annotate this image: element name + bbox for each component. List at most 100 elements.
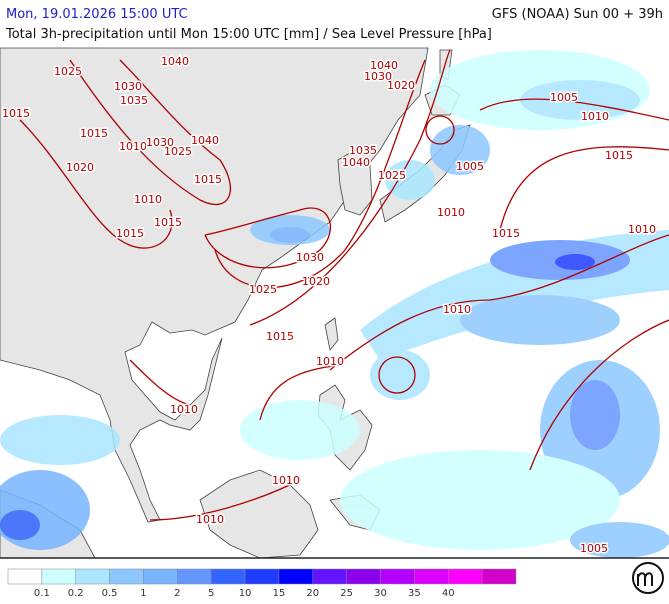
isobar-label: 1010 [170,403,198,416]
isobar-label: 1040 [370,59,398,72]
precip [430,125,490,175]
isobar-label: 1015 [492,227,520,240]
colorbar: 0.1 0.2 0.5 1 2 5 10 15 20 25 30 35 40 [7,568,517,599]
precip [0,415,120,465]
isobar-label: 1015 [605,149,633,162]
colorbar-label: 0.1 [34,588,50,599]
precip [570,380,620,450]
isobar-label: 1015 [80,127,108,140]
color-swatch [278,568,314,585]
color-swatch [143,568,178,585]
model: GFS (NOAA) Sun 00 + 39h [492,7,663,22]
precip [460,295,620,345]
color-swatch [109,568,144,585]
logo-mark [637,572,653,586]
isobar [499,146,669,231]
date: Mon, 19.01.2026 15:00 UTC [6,7,188,22]
precip [270,227,310,243]
isobar [214,59,426,289]
color-swatch [41,568,76,585]
isobar-label: 1030 [146,136,174,149]
isobar [149,479,301,521]
isobar [329,234,669,371]
isobar-label: 1005 [580,542,608,555]
logo-circle [632,562,664,594]
isobar [378,356,416,394]
color-swatch [448,568,483,585]
color-swatch [312,568,347,585]
isobar-label: 1010 [134,193,162,206]
precip [0,510,40,540]
precip [555,254,595,270]
isobar [69,59,231,206]
isobar-label: 1030 [364,70,392,83]
isobar-label: 1025 [54,65,82,78]
isobar-label: 1010 [196,513,224,526]
isobar-label: 1015 [116,227,144,240]
color-swatch [7,568,43,585]
isobar-label: 1010 [272,474,300,487]
isobar [19,119,173,249]
isobar-label: 1020 [66,161,94,174]
isobar-label: 1015 [194,173,222,186]
isobar-label: 1010 [581,110,609,123]
color-swatch [177,568,212,585]
isobar-label: 1025 [164,145,192,158]
color-swatch [75,568,110,585]
precip [340,450,620,550]
colorbar-label: 15 [273,588,286,599]
color-swatch [380,568,415,585]
isobar-label: 1020 [387,79,415,92]
precip [520,80,640,120]
isobar-label: 1040 [161,55,189,68]
isobar-label: 1040 [191,134,219,147]
colorbar-label: 30 [374,588,387,599]
precip [240,400,360,460]
isobar-label: 1025 [378,169,406,182]
colorbar-label: 35 [408,588,421,599]
color-swatch [244,568,280,585]
isobar-label: 1005 [550,91,578,104]
isobar-label: 1030 [114,80,142,93]
isobar-label: 1015 [154,216,182,229]
isobar [129,359,191,406]
isobar [479,98,669,121]
colorbar-label: 25 [340,588,353,599]
precip [385,160,435,200]
isobar [425,115,455,145]
color-swatch [210,568,246,585]
isobar-label: 1030 [296,251,324,264]
precip [570,522,669,558]
isobar [529,319,669,471]
colorbar-label: 0.2 [68,588,84,599]
isobar [259,364,341,421]
isobar-label: 1015 [2,107,30,120]
isobar-label: 1025 [249,283,277,296]
subtitle: Total 3h-precipitation until Mon 15:00 U… [5,27,492,42]
isobar-label: 1020 [302,275,330,288]
isobar-label: 1015 [266,330,294,343]
colorbar-label: 20 [306,588,319,599]
isobars [19,49,669,521]
precipitation [0,50,669,558]
isobar-label: 1010 [443,303,471,316]
isobar [249,49,451,326]
precip [370,350,430,400]
isobar-label: 1035 [349,144,377,157]
colorbar-label: 5 [208,588,214,599]
colorbar-label: 1 [140,588,146,599]
colorbar-label: 40 [442,588,455,599]
color-swatch [346,568,381,585]
logo [632,562,664,594]
isobar-label: 1040 [342,156,370,169]
isobar-label: 1035 [120,94,148,107]
isobar-label: 1010 [316,355,344,368]
isobar-label: 1010 [628,223,656,236]
color-swatch [481,568,517,585]
isobar [204,207,331,269]
colorbar-label: 2 [174,588,180,599]
color-swatch [414,568,449,585]
